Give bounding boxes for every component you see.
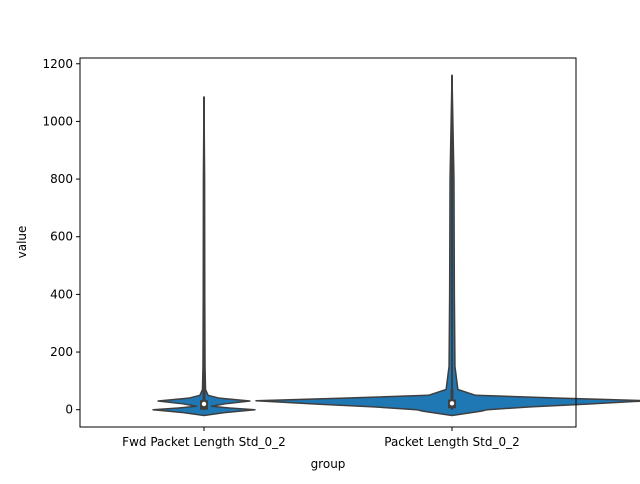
y-tick-label: 400	[50, 287, 73, 301]
y-tick-label: 1200	[42, 57, 73, 71]
x-tick-label: Packet Length Std_0_2	[384, 435, 520, 449]
x-axis: Fwd Packet Length Std_0_2 Packet Length S…	[122, 427, 520, 449]
y-tick-label: 600	[50, 230, 73, 244]
violin-median-marker	[449, 401, 455, 406]
axes-frame	[79, 57, 577, 428]
y-tick-label: 200	[50, 345, 73, 359]
x-tick-label: Fwd Packet Length Std_0_2	[122, 435, 286, 449]
x-axis-label: group	[311, 457, 346, 471]
y-tick-label: 0	[65, 403, 73, 417]
y-axis: 0 200 400 600 800 1000 1200	[42, 57, 80, 417]
y-axis-label: value	[15, 226, 29, 259]
violin-median-marker	[201, 401, 207, 407]
y-tick-label: 800	[50, 172, 73, 186]
plot-area	[152, 74, 640, 417]
y-tick-label: 1000	[42, 114, 73, 128]
